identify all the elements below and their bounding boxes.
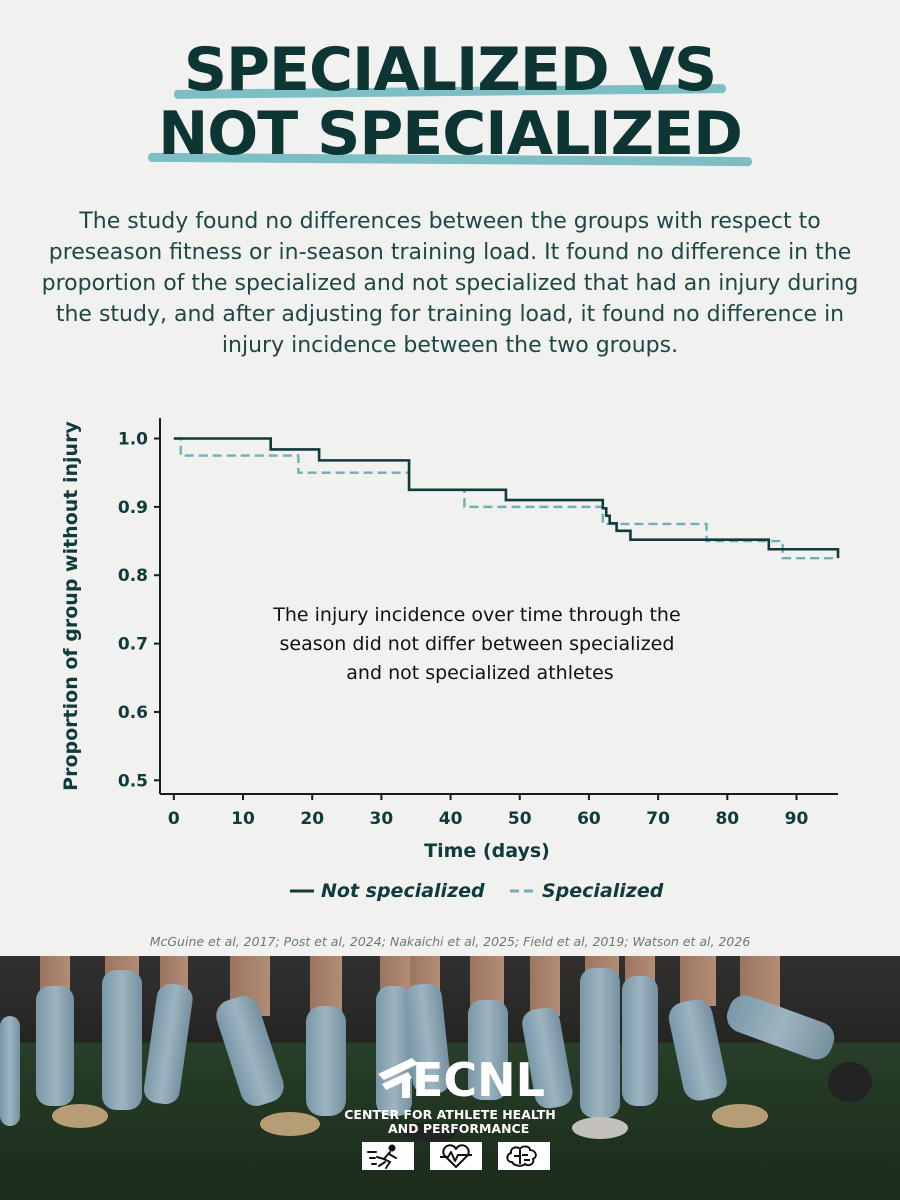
- y-axis-title: Proportion of group without injury: [60, 421, 82, 791]
- y-tick-label: 0.7: [118, 635, 148, 655]
- x-tick-label: 80: [715, 809, 739, 829]
- annotation-line-1: The injury incidence over time through t…: [272, 604, 680, 626]
- series-group: [173, 437, 840, 560]
- series-line-specialized: [173, 437, 838, 560]
- cleats-group: [52, 1062, 872, 1142]
- page-title: SPECIALIZED VS NOT SPECIALIZED: [0, 35, 900, 169]
- axes-group: 0.5 0.6 0.7 0.8 0.9 1.0 0 10 20 30 40 50 60 70 80 90: [118, 418, 838, 829]
- x-tick-label: 20: [300, 809, 324, 829]
- references: McGuine et al, 2017; Post et al, 2024; N…: [149, 934, 751, 949]
- ecnl-mark-icon: [378, 1058, 418, 1098]
- y-tick-label: 0.9: [118, 498, 148, 518]
- x-tick-label: 30: [370, 809, 394, 829]
- x-tick-label: 60: [577, 809, 601, 829]
- title-line-2: NOT SPECIALIZED: [148, 99, 752, 169]
- logo-subtitle-1: CENTER FOR ATHLETE HEALTH: [344, 1107, 556, 1122]
- y-tick-label: 1.0: [118, 430, 148, 450]
- ecnl-logo: ECNL CENTER FOR ATHLETE HEALTH AND PERFO…: [344, 1053, 556, 1170]
- x-tick-label: 0: [168, 809, 180, 829]
- x-axis-title: Time (days): [424, 840, 550, 862]
- title-line-1: SPECIALIZED VS: [173, 35, 727, 105]
- annotation-line-2: season did not differ between specialize…: [280, 633, 675, 655]
- x-tick-label: 70: [646, 809, 670, 829]
- photo-illustration: ECNL CENTER FOR ATHLETE HEALTH AND PERFO…: [0, 956, 900, 1200]
- legend-label-not-specialized: Not specialized: [321, 880, 485, 902]
- x-tick-label: 10: [231, 809, 255, 829]
- y-tick-label: 0.6: [118, 703, 148, 723]
- series-line-not-specialized: [173, 437, 840, 559]
- legend: Not specialized Specialized: [290, 880, 664, 902]
- x-tick-label: 50: [508, 809, 532, 829]
- x-tick-label: 90: [785, 809, 809, 829]
- title-text-2: NOT SPECIALIZED: [158, 99, 743, 169]
- y-tick-label: 0.5: [118, 771, 148, 791]
- legend-label-specialized: Specialized: [542, 880, 664, 902]
- survival-chart: 0.5 0.6 0.7 0.8 0.9 1.0 0 10 20 30 40 50 60 70 80 90 Pr…: [60, 418, 840, 902]
- title-text-1: SPECIALIZED VS: [183, 35, 717, 105]
- chart-annotation: The injury incidence over time through t…: [272, 604, 686, 684]
- logo-wordmark: ECNL: [412, 1053, 545, 1107]
- heart-rate-icon: [430, 1142, 482, 1170]
- y-tick-label: 0.8: [118, 566, 148, 586]
- logo-subtitle-2: AND PERFORMANCE: [388, 1121, 529, 1136]
- x-tick-label: 40: [439, 809, 463, 829]
- athlete-legs-photo: ECNL CENTER FOR ATHLETE HEALTH AND PERFO…: [0, 956, 900, 1200]
- annotation-line-3: and not specialized athletes: [346, 662, 613, 684]
- lead-paragraph: The study found no differences between t…: [41, 209, 859, 358]
